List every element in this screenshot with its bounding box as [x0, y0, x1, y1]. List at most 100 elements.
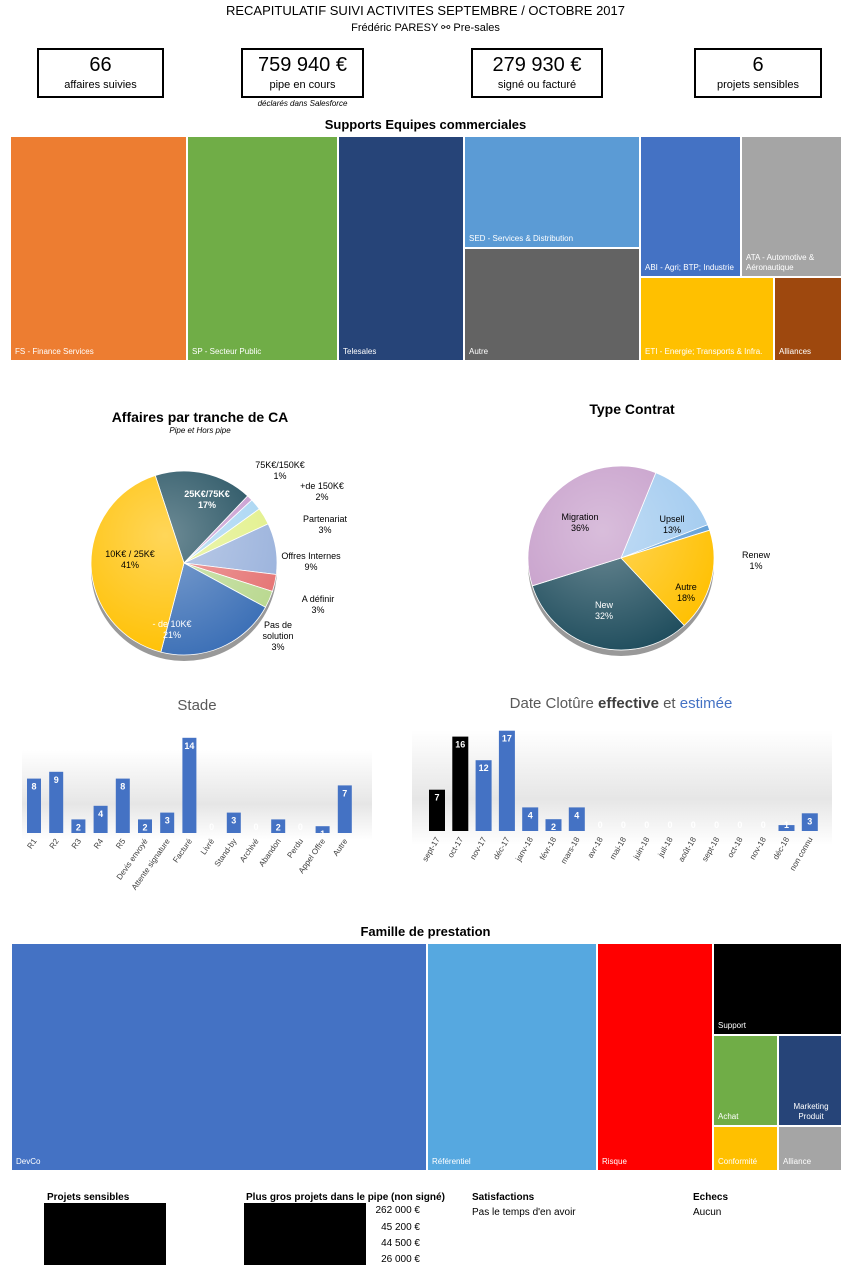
pie-label-pct: 13% — [663, 525, 681, 535]
pie-label-line: solution — [262, 631, 293, 641]
pie-label-10k-25k: 10K€ / 25K€ 41% — [105, 549, 155, 570]
pie-label-line: Offres Internes — [281, 551, 341, 561]
treemap-cell-label: ATA - Automotive & Aéronautique — [746, 253, 815, 272]
famille-treemap-title: Famille de prestation — [360, 924, 491, 939]
pie-label-pct: 1% — [273, 471, 286, 481]
pie-label-pct: 18% — [677, 593, 695, 603]
treemap-cell-ata: ATA - Automotive & Aéronautique — [741, 136, 842, 277]
stade-bar-attente-signature — [160, 812, 175, 833]
treemap-cell-eti: ETI - Energie; Transports & Infra. — [640, 277, 774, 361]
gros-projet-value: 45 200 € — [381, 1222, 420, 1233]
treemap-cell-label: ABI - Agri; BTP; Industrie — [645, 263, 734, 272]
pie-charts: Affaires par tranche de CA Pipe et Hors … — [90, 401, 771, 661]
date-value-label: 0 — [691, 820, 696, 830]
treemap-cell-label: SP - Secteur Public — [192, 347, 262, 356]
stade-value-label: 2 — [76, 822, 81, 832]
treemap-cell-autre: Autre — [464, 248, 640, 361]
treemap-cell-support: Support — [713, 943, 842, 1035]
pie-label-offres-internes: Offres Internes 9% — [281, 551, 341, 572]
pie-label-pct: 9% — [304, 562, 317, 572]
pie-gloss — [528, 466, 714, 650]
date-value-label: 0 — [598, 820, 603, 830]
treemap-cell-label: DevCo — [16, 1157, 41, 1166]
treemap-cell-alliances: Alliances — [774, 277, 842, 361]
support-treemap-title: Supports Equipes commerciales — [324, 117, 527, 132]
pie-label-de-150k: +de 150K€ 2% — [300, 481, 344, 502]
kpi-pipe: 759 940 € pipe en cours — [241, 48, 364, 98]
stade-bar-r4 — [93, 805, 108, 833]
treemap-cell-risque: Risque — [597, 943, 713, 1171]
date-title-c: et — [659, 695, 680, 712]
stade-value-label: 1 — [320, 829, 325, 839]
stade-value-label: 8 — [120, 782, 125, 792]
date-value-label: 17 — [502, 734, 512, 744]
kpi-value: 6 — [752, 54, 764, 76]
date-value-label: 7 — [434, 793, 439, 803]
treemap-cell-referentiel: Référentiel — [427, 943, 597, 1171]
treemap-cell-label: ETI - Energie; Transports & Infra. — [645, 347, 763, 356]
kpi-note: déclarés dans Salesforce — [257, 99, 348, 108]
date-value-label: 4 — [528, 810, 533, 820]
pie-label-pct: 3% — [311, 605, 324, 615]
pie-label-de-10k: - de 10K€ 21% — [152, 619, 191, 640]
pie-label-line: Upsell — [659, 514, 684, 524]
treemap-cell-label: Conformité — [718, 1157, 758, 1166]
stade-bar-devis-envoy — [138, 819, 152, 833]
stade-tick-label: Archivé — [238, 837, 261, 864]
pie-label-line: 10K€ / 25K€ — [105, 549, 155, 559]
stade-value-label: 3 — [165, 816, 170, 826]
date-value-label: 0 — [644, 820, 649, 830]
date-value-label: 0 — [714, 820, 719, 830]
pie-label-line: Autre — [675, 582, 697, 592]
bar-charts: Stade Date Clotûre effective et estimée … — [22, 695, 832, 892]
pie-label-pct: 2% — [315, 492, 328, 502]
treemap-cell-sed: SED - Services & Distribution — [464, 136, 640, 248]
date-bar-d-c-18 — [778, 825, 795, 831]
treemap-cell-label: Alliances — [779, 347, 812, 356]
date-bar-nov-17 — [475, 760, 492, 831]
stade-tick-label: Perdu — [285, 837, 305, 860]
pie-label-line: Pas de — [264, 620, 292, 630]
kpi-affaires: 66 affaires suivies — [37, 48, 164, 98]
pie-label-pct: 21% — [163, 630, 181, 640]
treemap-cell-label: Telesales — [343, 347, 377, 356]
treemap-cell-fs: FS - Finance Services — [10, 136, 187, 361]
stade-value-label: 4 — [98, 809, 103, 819]
gros-projet-value: 44 500 € — [381, 1238, 420, 1249]
stade-bar-stand-by — [226, 812, 241, 833]
stade-bar-r1 — [27, 778, 41, 833]
date-bar-mars-18 — [568, 807, 585, 831]
pie1-subtitle: Pipe et Hors pipe — [169, 426, 231, 435]
stade-bar-r3 — [71, 819, 86, 833]
echecs-text: Aucun — [693, 1207, 722, 1218]
date-title-a: Date Clotûre — [510, 695, 598, 712]
treemap-cell-label: Marketing Produit — [793, 1102, 829, 1121]
date-title-d: estimée — [680, 695, 733, 712]
date-value-label: 2 — [551, 822, 556, 832]
kpi-signe: 279 930 € signé ou facturé — [471, 48, 603, 98]
pie-label-autre: Autre 18% — [675, 582, 697, 603]
stade-tick-label: Facturé — [171, 837, 194, 865]
stade-value-label: 7 — [342, 788, 347, 798]
pie2-title: Type Contrat — [589, 401, 675, 417]
pie1-labels: 25K€/75K€ 17%75K€/150K€ 1%+de 150K€ 2%Parte… — [105, 460, 347, 652]
date-bar-oct-17 — [452, 736, 469, 831]
stade-value-label: 0 — [298, 822, 303, 832]
stade-bar-r5 — [115, 778, 130, 833]
stade-value-label: 2 — [142, 822, 147, 832]
date-bar-f-vr-18 — [545, 819, 562, 831]
date-value-label: 12 — [479, 763, 489, 773]
pie-label-75k-150k: 75K€/150K€ 1% — [255, 460, 305, 481]
date-value-label: 0 — [667, 820, 672, 830]
stade-tick-label: Stand-by — [213, 837, 239, 868]
pie-label-pct: 41% — [121, 560, 139, 570]
treemap-cell-label: Achat — [718, 1112, 739, 1121]
stade-value-label: 0 — [209, 822, 214, 832]
stade-value-label: 14 — [184, 741, 194, 751]
pie-label-line: Renew — [742, 550, 771, 560]
pie-label-line: - de 10K€ — [152, 619, 191, 629]
pie-label-pct: 3% — [271, 642, 284, 652]
pie2-labels: Upsell 13%Renew 1%Autre 18%New 32%Migration 3… — [561, 512, 770, 621]
kpi-value: 759 940 € — [258, 54, 347, 76]
stade-bar-abandon — [271, 819, 286, 833]
